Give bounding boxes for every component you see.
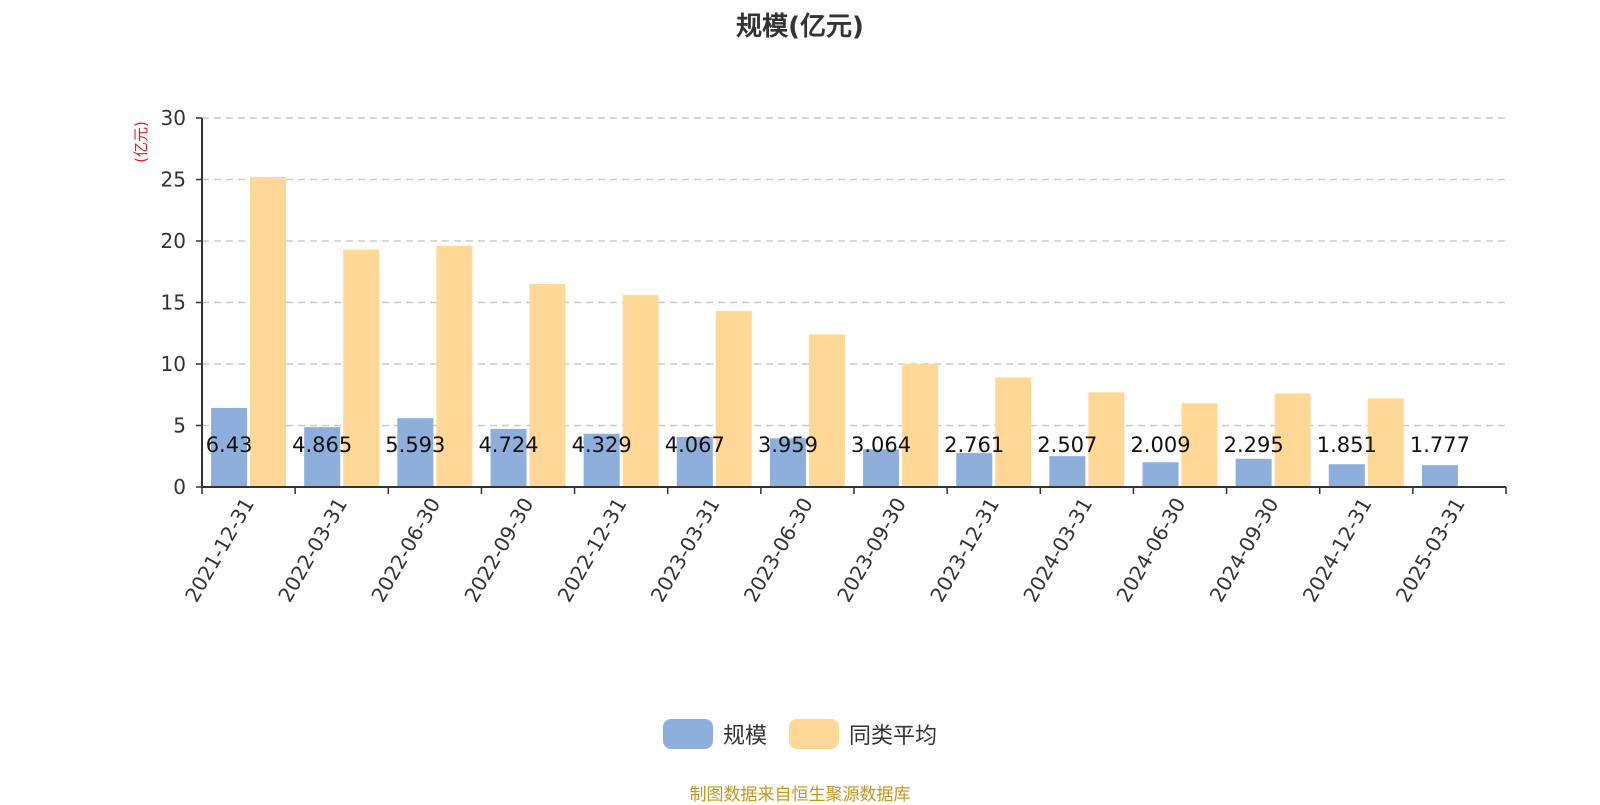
legend-item-peer-average[interactable]: 同类平均 [789, 718, 937, 750]
bar-peer-average [250, 177, 287, 488]
bar-scale [490, 428, 527, 487]
data-label-scale: 4.067 [665, 433, 725, 457]
x-tick-label: 2024-03-31 [1018, 494, 1097, 607]
bar-peer-average [1274, 393, 1311, 487]
data-label-scale: 1.851 [1317, 433, 1377, 457]
y-tick-label: 15 [161, 291, 186, 315]
data-label-scale: 1.777 [1410, 433, 1470, 457]
y-axis-label: (亿元) [132, 121, 150, 163]
y-tick-label: 5 [173, 414, 186, 438]
data-label-scale: 4.865 [292, 433, 352, 457]
data-label-scale: 3.959 [758, 433, 818, 457]
legend-label-peer-average: 同类平均 [849, 724, 938, 749]
x-tick-label: 2022-03-31 [273, 494, 352, 607]
bar-scale [769, 438, 806, 487]
data-label-scale: 2.761 [944, 433, 1004, 457]
bar-scale [211, 407, 248, 487]
legend-item-scale[interactable]: 规模 [662, 718, 767, 750]
bar-scale [304, 427, 341, 487]
y-tick-label: 20 [161, 229, 186, 253]
data-label-scale: 2.009 [1130, 433, 1190, 457]
bar-peer-average [1367, 398, 1404, 487]
bar-scale [583, 433, 620, 487]
x-tick-label: 2023-12-31 [925, 494, 1004, 607]
x-tick-label: 2023-06-30 [739, 494, 818, 607]
bar-peer-average [715, 311, 752, 487]
x-tick-label: 2022-09-30 [459, 494, 538, 607]
bar-scale [956, 453, 993, 487]
bar-scale [1235, 458, 1272, 487]
y-tick-label: 30 [161, 106, 186, 130]
y-tick-label: 25 [161, 168, 186, 192]
bar-scale [1049, 456, 1086, 487]
x-tick-label: 2022-12-31 [553, 494, 632, 607]
x-tick-label: 2024-09-30 [1205, 494, 1284, 607]
data-label-scale: 4.329 [572, 433, 632, 457]
bar-peer-average [995, 377, 1032, 487]
bar-peer-average [343, 249, 380, 487]
x-tick-label: 2021-12-31 [180, 494, 259, 607]
bar-peer-average [808, 334, 845, 487]
bar-scale [863, 449, 900, 487]
x-tick-label: 2025-03-31 [1391, 494, 1470, 607]
bar-peer-average [1181, 403, 1218, 487]
data-label-scale: 4.724 [478, 433, 538, 457]
data-label-scale: 2.295 [1224, 433, 1284, 457]
bar-peer-average [1088, 392, 1125, 487]
x-tick-label: 2023-03-31 [646, 494, 725, 607]
legend-swatch-scale [662, 719, 713, 749]
bar-scale [676, 436, 713, 487]
data-label-scale: 2.507 [1037, 433, 1097, 457]
x-tick-label: 2024-06-30 [1111, 494, 1190, 607]
x-tick-label: 2023-09-30 [832, 494, 911, 607]
y-tick-label: 10 [161, 352, 186, 376]
bar-scale [397, 418, 434, 487]
data-label-scale: 5.593 [385, 433, 445, 457]
x-tick-label: 2022-06-30 [366, 494, 445, 607]
data-label-scale: 6.43 [206, 433, 253, 457]
source-note: 制图数据来自恒生聚源数据库 [689, 785, 911, 805]
bar-scale [1328, 464, 1365, 487]
data-label-scale: 3.064 [851, 433, 911, 457]
bar-peer-average [902, 364, 939, 487]
bar-peer-average [529, 284, 566, 487]
chart-title: 规模(亿元) [736, 12, 864, 42]
bar-scale [1142, 462, 1179, 487]
legend: 规模 同类平均 [0, 718, 1600, 750]
y-tick-label: 0 [173, 475, 186, 499]
bar-peer-average [622, 295, 659, 487]
bar-scale [1421, 465, 1458, 487]
x-tick-label: 2024-12-31 [1298, 494, 1377, 607]
legend-label-scale: 规模 [722, 724, 767, 749]
legend-swatch-peer-average [789, 719, 839, 749]
bar-peer-average [436, 245, 473, 487]
